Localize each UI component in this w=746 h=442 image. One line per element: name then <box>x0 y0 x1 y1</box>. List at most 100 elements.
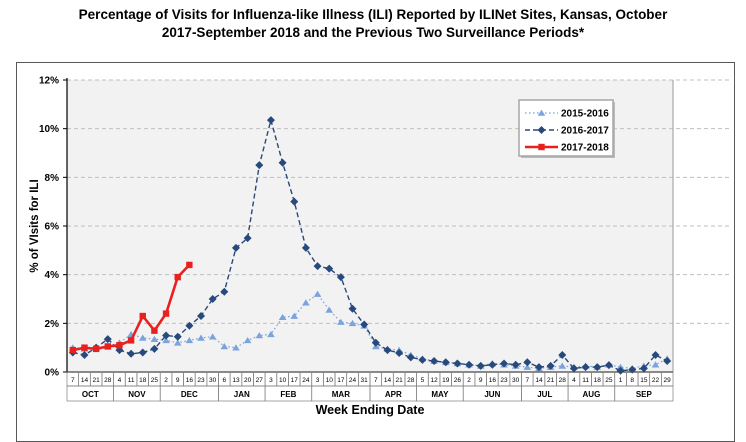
marker-triangle <box>185 336 194 344</box>
week-label: 7 <box>71 377 75 384</box>
marker-diamond <box>150 344 159 353</box>
marker-square <box>174 273 181 281</box>
marker-diamond <box>255 161 264 170</box>
marker-diamond <box>523 358 532 367</box>
marker-triangle <box>208 333 217 340</box>
y-axis-title: % of VIsits for ILI <box>29 179 41 272</box>
marker-diamond <box>383 346 392 355</box>
marker-triangle <box>232 344 240 351</box>
week-label: 7 <box>526 377 530 384</box>
marker-diamond <box>348 304 357 313</box>
marker-square <box>92 345 100 353</box>
y-tick-label: 10% <box>39 124 59 135</box>
marker-diamond <box>546 361 555 370</box>
marker-diamond <box>103 335 112 344</box>
month-label: FEB <box>280 390 296 399</box>
week-label: 2 <box>164 377 168 384</box>
week-label: 23 <box>500 377 508 384</box>
marker-diamond <box>593 363 602 372</box>
marker-diamond <box>290 197 299 206</box>
marker-square <box>81 344 88 351</box>
legend-label-2017-2018: 2017-2018 <box>561 143 609 154</box>
marker-diamond <box>558 350 567 359</box>
marker-diamond <box>476 361 485 370</box>
x-axis-title: Week Ending Date <box>316 403 425 417</box>
month-cell <box>614 385 674 402</box>
week-label: 31 <box>361 377 369 384</box>
week-label: 4 <box>572 377 576 384</box>
marker-diamond <box>651 350 660 359</box>
week-label: 6 <box>223 377 227 384</box>
legend: 2015-2016 2016-2017 2017-2018 <box>518 99 615 158</box>
month-label: JUN <box>484 390 500 399</box>
marker-square <box>151 327 158 334</box>
y-tick-label: 12% <box>39 76 59 87</box>
week-label: 24 <box>349 377 357 384</box>
week-label: 9 <box>479 377 483 384</box>
week-label: 22 <box>652 377 660 384</box>
week-label: 24 <box>302 377 310 384</box>
week-label: 14 <box>535 377 543 384</box>
marker-triangle <box>138 334 147 341</box>
week-label: 7 <box>374 377 378 384</box>
week-label: 28 <box>407 377 415 384</box>
legend-box <box>518 99 614 157</box>
week-label: 13 <box>232 377 240 384</box>
marker-square <box>186 261 193 269</box>
marker-diamond <box>80 350 89 359</box>
marker-diamond <box>511 360 520 369</box>
month-label: AUG <box>583 390 601 399</box>
marker-triangle <box>255 332 264 339</box>
marker-diamond <box>604 361 613 370</box>
chart-title-line1: Percentage of Visits for Influenza-like … <box>78 7 668 22</box>
week-label: 27 <box>256 377 264 384</box>
marker-diamond <box>430 357 439 366</box>
marker-triangle <box>290 312 299 319</box>
marker-triangle <box>348 319 357 327</box>
week-label: 12 <box>430 377 438 384</box>
week-label: 14 <box>384 377 392 384</box>
marker-diamond <box>360 320 369 329</box>
week-label: 11 <box>128 377 135 384</box>
week-label: 18 <box>139 377 147 384</box>
marker-diamond <box>313 262 322 271</box>
marker-diamond <box>639 364 648 373</box>
marker-triangle <box>267 330 275 338</box>
week-label: 21 <box>93 377 101 384</box>
chart-figure: 0% 2% 4% 6% 8% 10% 12% 7 14 21 28 OCT 4 11 18 25 NOV 2 9 16… <box>16 62 735 442</box>
week-label: 25 <box>605 377 613 384</box>
week-label: 17 <box>337 377 345 384</box>
marker-triangle <box>162 336 170 344</box>
week-label: 15 <box>640 377 648 384</box>
series-line-2016-2017 <box>72 117 668 372</box>
y-tick-label: 0% <box>45 368 60 379</box>
marker-diamond <box>231 243 240 252</box>
marker-diamond <box>173 332 182 341</box>
legend-label-2015-2016: 2015-2016 <box>561 109 609 120</box>
marker-diamond <box>208 295 217 303</box>
marker-diamond <box>500 359 509 368</box>
marker-diamond <box>138 348 147 357</box>
y-tick-label: 8% <box>45 173 60 184</box>
marker-diamond <box>127 349 136 358</box>
week-label: 10 <box>326 377 334 384</box>
marker-diamond <box>336 273 345 282</box>
marker-triangle <box>537 109 546 116</box>
marker-diamond <box>616 366 625 375</box>
marker-triangle <box>523 363 532 370</box>
month-label: DEC <box>181 390 198 399</box>
week-label: 5 <box>421 377 425 384</box>
week-label: 28 <box>559 377 567 384</box>
marker-diamond <box>185 321 194 330</box>
marker-diamond <box>197 312 206 321</box>
y-tick-label: 6% <box>45 222 60 233</box>
week-label: 21 <box>396 377 404 384</box>
week-label: 26 <box>454 377 462 384</box>
marker-square <box>538 143 545 151</box>
week-label: 16 <box>489 377 497 384</box>
marker-square <box>104 343 111 350</box>
marker-square <box>69 346 77 354</box>
series-2017-2018 <box>69 261 193 354</box>
marker-triangle <box>337 318 345 325</box>
